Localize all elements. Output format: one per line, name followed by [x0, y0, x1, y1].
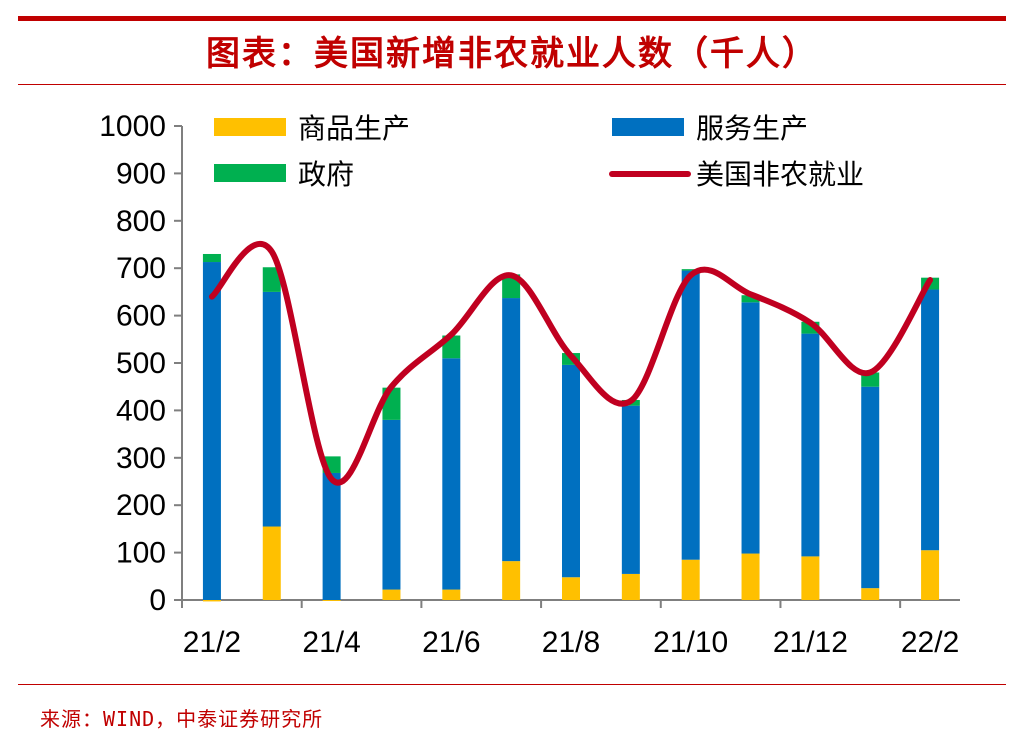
bar-segment	[562, 577, 580, 600]
legend-swatch	[214, 164, 286, 182]
legend-swatch	[214, 118, 286, 136]
chart-title: 图表：美国新增非农就业人数（千人）	[206, 34, 818, 74]
title-divider	[18, 84, 1006, 85]
bar-segment	[262, 526, 281, 600]
footer-divider	[18, 684, 1006, 685]
x-tick-label: 21/4	[302, 626, 360, 659]
x-tick-label: 21/12	[773, 626, 848, 659]
bar-segment	[262, 267, 281, 292]
y-tick-label: 800	[116, 205, 166, 238]
y-tick-label: 0	[149, 584, 166, 617]
legend-label: 政府	[298, 158, 354, 191]
y-tick-label: 600	[116, 300, 166, 333]
y-tick-label: 100	[116, 537, 166, 570]
bar-segment	[322, 600, 341, 601]
y-tick-label: 1000	[99, 110, 166, 143]
bar-segment	[382, 419, 401, 590]
bar-segment	[502, 298, 521, 562]
bar-segment	[621, 405, 640, 574]
bar-segment	[681, 559, 700, 600]
source-note: 来源：WIND，中泰证券研究所	[40, 707, 324, 731]
bar-segment	[741, 302, 760, 554]
y-tick-label: 300	[116, 442, 166, 475]
bar-segment	[442, 358, 461, 590]
bar-segment	[621, 573, 640, 600]
x-tick-label: 22/2	[901, 626, 959, 659]
bar-segment	[442, 589, 461, 600]
bar-segment	[382, 589, 401, 600]
bar-segment	[801, 333, 820, 557]
bar-segment	[322, 472, 341, 600]
x-tick-label: 21/6	[422, 626, 480, 659]
top-rule	[18, 16, 1006, 21]
bar-segment	[681, 270, 700, 560]
bar-segment	[861, 588, 880, 600]
bar-segment	[801, 556, 820, 600]
bar-segment	[202, 600, 221, 602]
legend-swatch	[612, 118, 684, 136]
total-payroll-line	[208, 240, 934, 486]
bar-segment	[741, 295, 760, 303]
bar-segment	[921, 289, 940, 551]
y-tick-label: 200	[116, 489, 166, 522]
bar-segment	[741, 553, 760, 600]
bar-segment	[262, 291, 281, 527]
x-tick-label: 21/10	[653, 626, 728, 659]
y-tick-label: 900	[116, 157, 166, 190]
legend-label: 商品生产	[298, 112, 410, 145]
y-tick-label: 500	[116, 347, 166, 380]
bar-segment	[202, 253, 221, 263]
x-tick-label: 21/2	[183, 626, 241, 659]
y-tick-label: 400	[116, 394, 166, 427]
bar-segment	[681, 269, 700, 271]
bar-segment	[202, 262, 221, 600]
x-tick-label: 21/8	[542, 626, 600, 659]
legend-label: 服务生产	[696, 112, 808, 145]
bar-segment	[801, 321, 820, 334]
bar-segment	[921, 550, 940, 600]
bar-segment	[562, 364, 580, 578]
bar-segment	[502, 561, 521, 600]
bar-segment	[861, 386, 880, 589]
y-tick-label: 700	[116, 252, 166, 285]
legend-label: 美国非农就业	[696, 158, 864, 191]
